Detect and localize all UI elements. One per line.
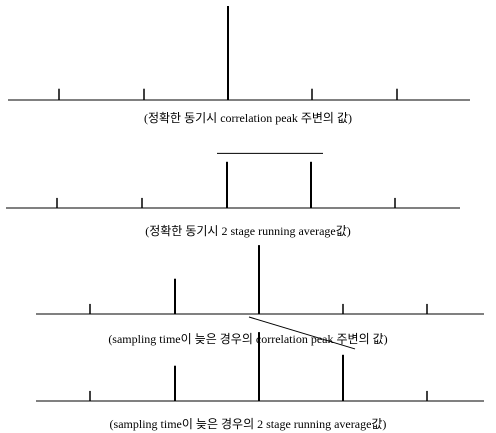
caption-exact-sync-correlation: (정확한 동기시 correlation peak 주변의 값) [143,111,353,125]
average-line-late-sampling-running-average [248,316,356,350]
caption-exact-sync-running-average: (정확한 동기시 2 stage running average값) [145,224,351,238]
caption-late-sampling-running-average: (sampling time이 늦은 경우의 2 stage running a… [109,417,387,431]
caption-late-sampling-correlation: (sampling time이 늦은 경우의 correlation peak … [108,332,388,346]
